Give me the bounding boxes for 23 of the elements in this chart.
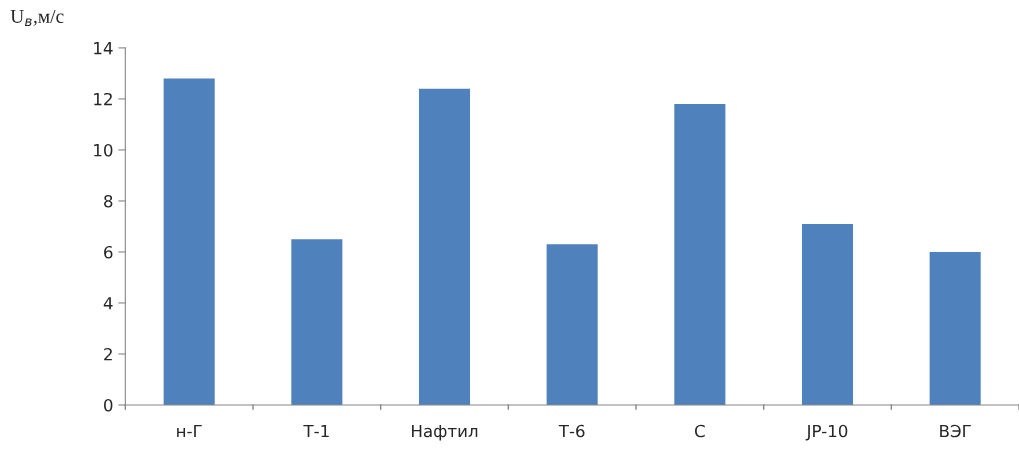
y-tick-label: 8 bbox=[104, 194, 113, 208]
y-tick-label: 0 bbox=[104, 398, 113, 412]
x-tick-label: Т-1 bbox=[303, 424, 329, 438]
bar bbox=[674, 104, 726, 405]
x-tick-label: Нафтил bbox=[412, 424, 478, 441]
y-tick-label: 12 bbox=[94, 92, 112, 106]
bar bbox=[546, 244, 598, 405]
x-tick-label: С bbox=[694, 424, 705, 438]
x-tick-label: н-Г bbox=[177, 424, 202, 438]
bar bbox=[418, 88, 471, 405]
x-tick-label: JP-10 bbox=[805, 424, 848, 441]
y-tick-label: 6 bbox=[104, 245, 113, 259]
bar bbox=[163, 78, 215, 405]
bar bbox=[929, 251, 981, 405]
y-tick-label: 14 bbox=[94, 42, 113, 55]
y-tick-label: 4 bbox=[103, 297, 113, 310]
y-tick-label: 2 bbox=[104, 347, 112, 361]
y-axis-title: U$_{в}$,м/с bbox=[10, 9, 64, 26]
bar bbox=[801, 223, 854, 405]
x-tick-label: Т-6 bbox=[558, 424, 585, 438]
y-tick-label: 10 bbox=[94, 143, 113, 157]
x-tick-label: ВЭГ bbox=[940, 424, 971, 438]
bar bbox=[291, 239, 343, 405]
